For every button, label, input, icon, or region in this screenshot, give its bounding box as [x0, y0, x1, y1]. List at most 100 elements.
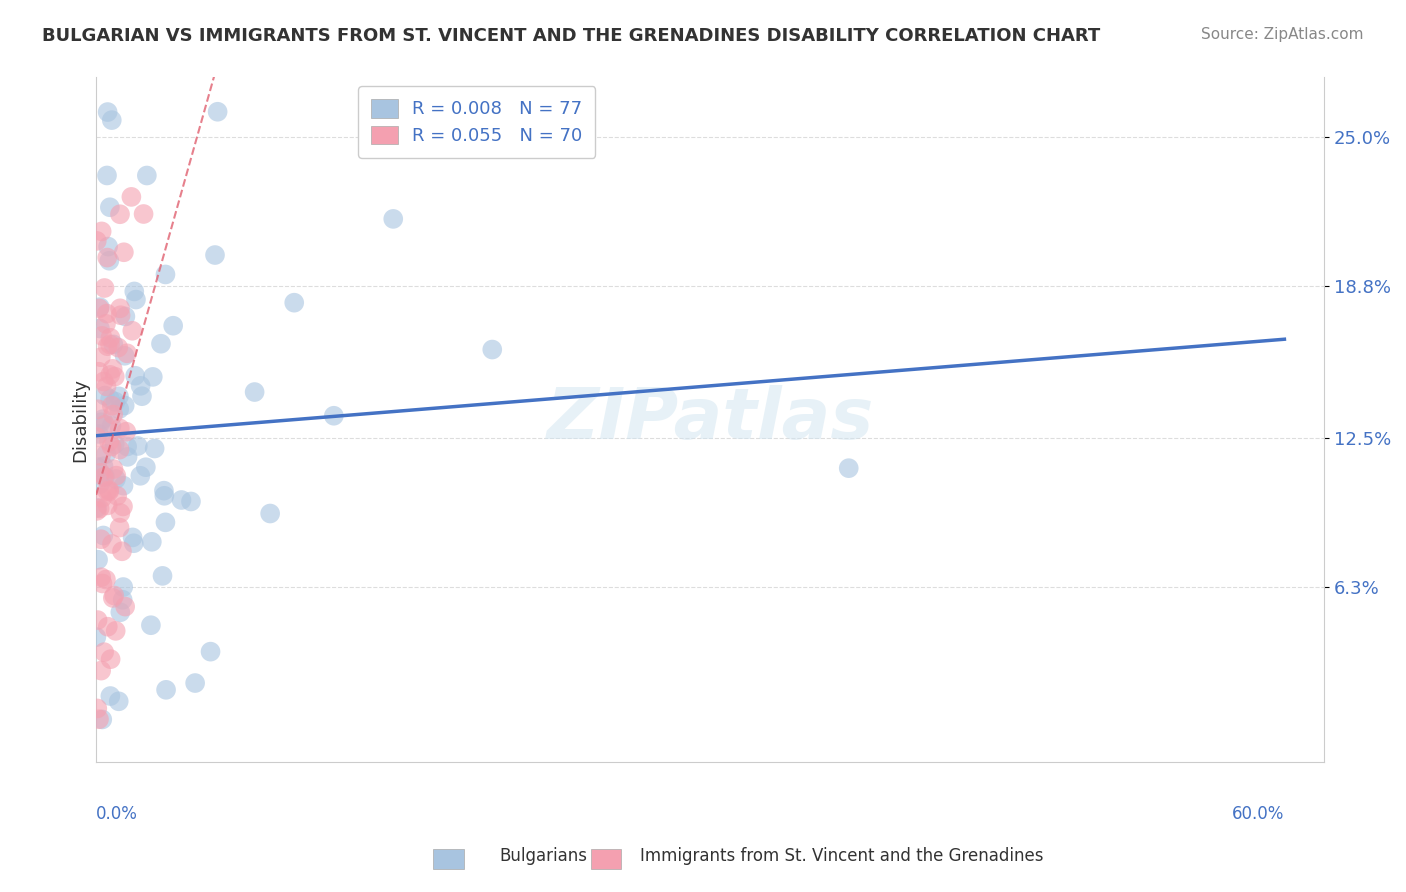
Point	[149, 336, 172, 351]
Point	[104, 394, 127, 409]
Point	[96, 379, 118, 393]
Point	[108, 207, 131, 221]
Point	[91, 576, 114, 591]
Point	[103, 462, 125, 476]
Point	[107, 341, 129, 355]
Text: 0.0%: 0.0%	[96, 805, 138, 823]
Point	[96, 307, 118, 321]
Point	[114, 399, 136, 413]
Point	[89, 300, 111, 314]
Point	[481, 343, 503, 357]
Point	[86, 460, 108, 475]
Point	[207, 104, 229, 119]
Point	[121, 530, 143, 544]
Point	[112, 478, 135, 492]
Point	[124, 285, 146, 299]
Point	[93, 470, 115, 484]
Point	[91, 491, 114, 505]
Point	[132, 207, 155, 221]
Point	[122, 536, 145, 550]
Point	[93, 375, 115, 389]
Point	[117, 450, 139, 464]
Point	[96, 447, 118, 461]
Point	[101, 399, 124, 413]
Point	[94, 573, 117, 587]
Point	[259, 507, 281, 521]
Point	[86, 701, 108, 715]
Point	[115, 440, 138, 454]
Point	[111, 544, 134, 558]
Point	[98, 484, 121, 499]
Point	[108, 389, 131, 403]
Point	[135, 169, 157, 183]
Point	[98, 368, 121, 382]
Point	[110, 506, 132, 520]
Point	[100, 419, 122, 434]
Point	[89, 476, 111, 491]
Point	[96, 483, 118, 498]
Point	[155, 268, 177, 282]
Point	[283, 295, 305, 310]
Point	[98, 392, 121, 406]
Point	[94, 388, 117, 402]
Point	[103, 589, 125, 603]
Point	[115, 425, 138, 439]
Point	[86, 613, 108, 627]
Point	[139, 618, 162, 632]
Point	[86, 504, 108, 518]
Point	[97, 499, 120, 513]
Point	[94, 417, 117, 432]
Point	[135, 460, 157, 475]
Point	[111, 592, 134, 607]
Point	[110, 308, 132, 322]
Point	[91, 412, 114, 426]
Point	[91, 713, 114, 727]
Point	[125, 293, 148, 307]
Point	[90, 570, 112, 584]
Point	[108, 421, 131, 435]
Point	[105, 468, 128, 483]
Point	[89, 466, 111, 480]
Point	[112, 245, 135, 260]
Point	[108, 301, 131, 316]
Point	[101, 362, 124, 376]
Point	[94, 470, 117, 484]
Point	[142, 370, 165, 384]
Point	[108, 442, 131, 457]
Point	[152, 569, 174, 583]
Point	[129, 379, 152, 393]
Y-axis label: Disability: Disability	[72, 378, 89, 462]
Point	[89, 321, 111, 335]
Point	[93, 459, 115, 474]
Point	[91, 528, 114, 542]
Point	[87, 365, 110, 379]
Point	[141, 534, 163, 549]
Point	[91, 329, 114, 343]
Point	[90, 533, 112, 547]
Point	[90, 449, 112, 463]
Point	[104, 624, 127, 638]
Point	[86, 234, 108, 248]
Point	[153, 489, 176, 503]
Point	[90, 415, 112, 429]
Point	[108, 520, 131, 534]
Point	[98, 200, 121, 214]
Point	[87, 712, 110, 726]
Point	[104, 369, 127, 384]
Point	[86, 630, 108, 644]
Point	[112, 580, 135, 594]
Point	[98, 337, 121, 351]
Point	[200, 645, 222, 659]
Point	[103, 337, 125, 351]
Point	[97, 105, 120, 120]
Point	[322, 409, 344, 423]
Point	[155, 682, 177, 697]
Point	[86, 430, 108, 444]
Point	[98, 434, 121, 449]
Point	[114, 599, 136, 614]
Point	[90, 224, 112, 238]
Point	[86, 500, 108, 515]
Point	[97, 620, 120, 634]
Point	[153, 483, 176, 498]
Point	[124, 368, 146, 383]
